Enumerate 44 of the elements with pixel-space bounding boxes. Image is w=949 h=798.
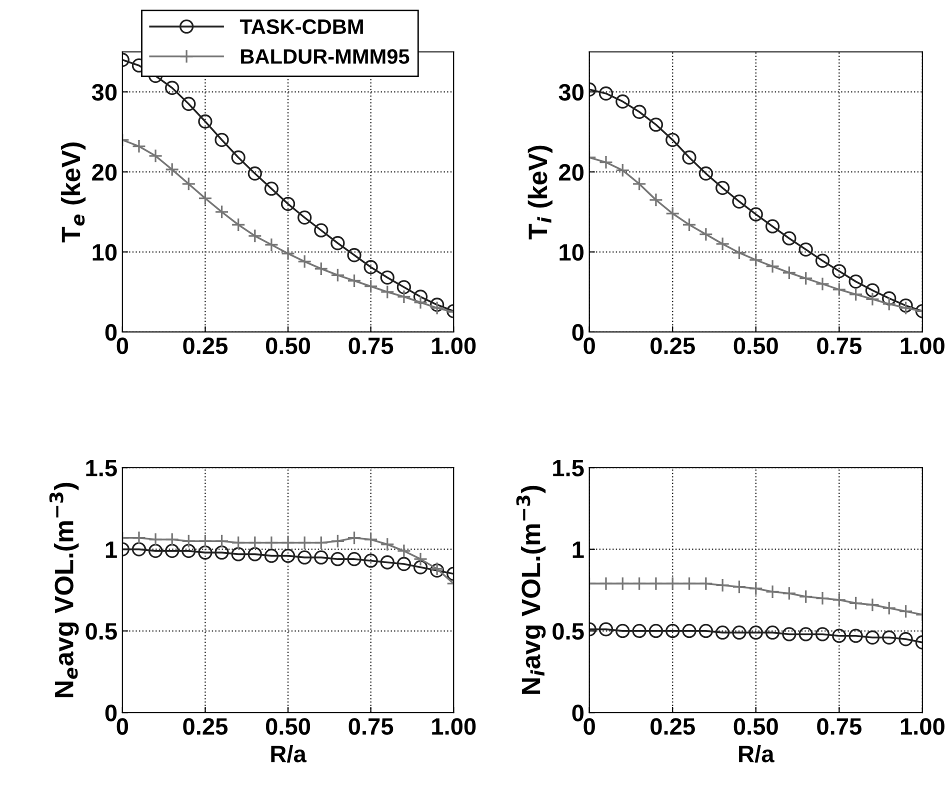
x-tick-label: 0.75 <box>817 337 862 354</box>
x-tick-label: 0.75 <box>348 718 394 735</box>
y-tick-label: 0 <box>572 324 584 341</box>
x-tick-label: 0.50 <box>734 718 778 735</box>
y-tick-label: 0 <box>105 704 117 722</box>
x-tick-label: 0.25 <box>183 337 228 354</box>
x-tick-label: 0.75 <box>817 718 862 735</box>
y-tick-label: 30 <box>558 84 584 101</box>
y-tick-label: 20 <box>92 164 117 181</box>
y-tick-label: 10 <box>92 244 117 261</box>
x-tick-label: 0 <box>584 337 595 354</box>
legend-label: BALDUR-MMM95 <box>241 49 410 64</box>
y-tick-label: 0.5 <box>86 623 117 640</box>
x-tick-label: 1.00 <box>900 718 944 735</box>
legend-label: TASK-CDBM <box>240 19 363 34</box>
y-tick-label: 10 <box>560 244 584 261</box>
x-tick-label: 1.00 <box>432 337 476 354</box>
y-tick-label: 1.5 <box>553 460 584 476</box>
x-tick-label: 0 <box>584 718 595 735</box>
x-tick-label: 0 <box>116 718 128 735</box>
x-tick-label: 0.50 <box>266 718 310 735</box>
x-tick-label: 0.50 <box>266 337 310 354</box>
x-tick-label: 0.50 <box>734 337 778 354</box>
x-tick-label: 0.25 <box>183 718 228 735</box>
x-tick-label: 0.25 <box>650 718 695 735</box>
y-tick-label: 20 <box>559 164 584 181</box>
y-tick-label: 1.5 <box>86 460 117 476</box>
x-tick-label: 0 <box>116 337 128 354</box>
x-tick-label: 0.75 <box>348 337 394 354</box>
y-tick-label: 0 <box>572 704 584 722</box>
x-axis-title: R/a <box>271 745 307 763</box>
x-axis-title: R/a <box>739 745 774 763</box>
y-axis-title: T$_{i}$ (keV) <box>528 146 552 240</box>
x-tick-label: 0.25 <box>650 337 695 354</box>
y-axis-title: T$_{e}$ (keV) <box>60 142 86 242</box>
y-tick-label: 30 <box>92 84 117 101</box>
y-tick-label: 1 <box>572 542 584 558</box>
y-axis-title: N$_{e}$avg VOL.(m$^{−3}$) <box>49 482 79 698</box>
y-tick-label: 0 <box>105 324 117 341</box>
y-tick-label: 1 <box>106 542 117 558</box>
x-tick-label: 1.00 <box>432 718 476 735</box>
y-axis-title: N$_{i}$avg VOL.(m$^{−3}$) <box>516 486 546 694</box>
x-tick-label: 1.00 <box>900 337 944 354</box>
y-tick-label: 0.5 <box>552 623 584 640</box>
